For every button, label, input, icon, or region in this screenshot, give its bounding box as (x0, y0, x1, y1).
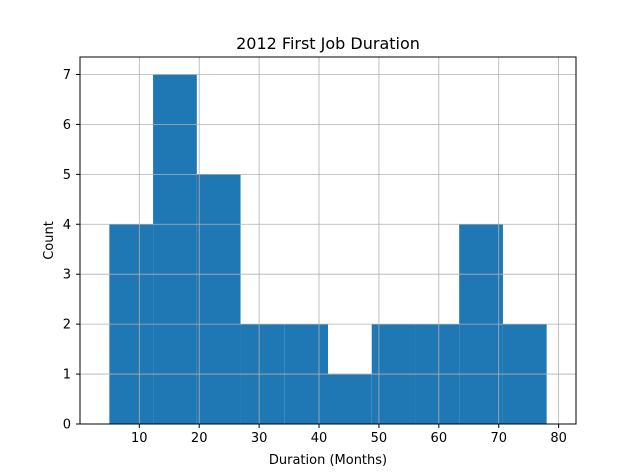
y-tick-label: 7 (63, 68, 71, 83)
x-tick-label: 80 (550, 431, 567, 446)
x-tick-label: 50 (371, 431, 388, 446)
x-tick-label: 40 (311, 431, 328, 446)
bars (80, 57, 576, 425)
histogram-bar-6 (328, 374, 372, 424)
y-tick-label: 1 (63, 368, 71, 383)
x-tick-label: 70 (490, 431, 507, 446)
x-axis-label: Duration (Months) (269, 453, 387, 468)
y-tick-label: 3 (63, 268, 71, 283)
x-tick-label: 20 (191, 431, 208, 446)
x-tick-label: 60 (431, 431, 448, 446)
y-tick-label: 2 (63, 318, 71, 333)
x-tick-label: 30 (251, 431, 268, 446)
y-tick-label: 5 (63, 168, 71, 183)
y-axis-label: Count (42, 221, 57, 260)
x-tick-label: 10 (131, 431, 148, 446)
y-tick-label: 6 (63, 118, 71, 133)
chart-title: 2012 First Job Duration (236, 34, 420, 53)
y-tick-label: 4 (63, 218, 71, 233)
y-tick-label: 0 (63, 418, 71, 433)
ticks: 10 20 30 40 50 60 70 80 0 1 2 3 4 5 6 7 (63, 68, 567, 446)
plot-frame (79, 56, 577, 425)
histogram-bar-2 (153, 74, 197, 424)
histogram-bar-3 (196, 174, 241, 424)
